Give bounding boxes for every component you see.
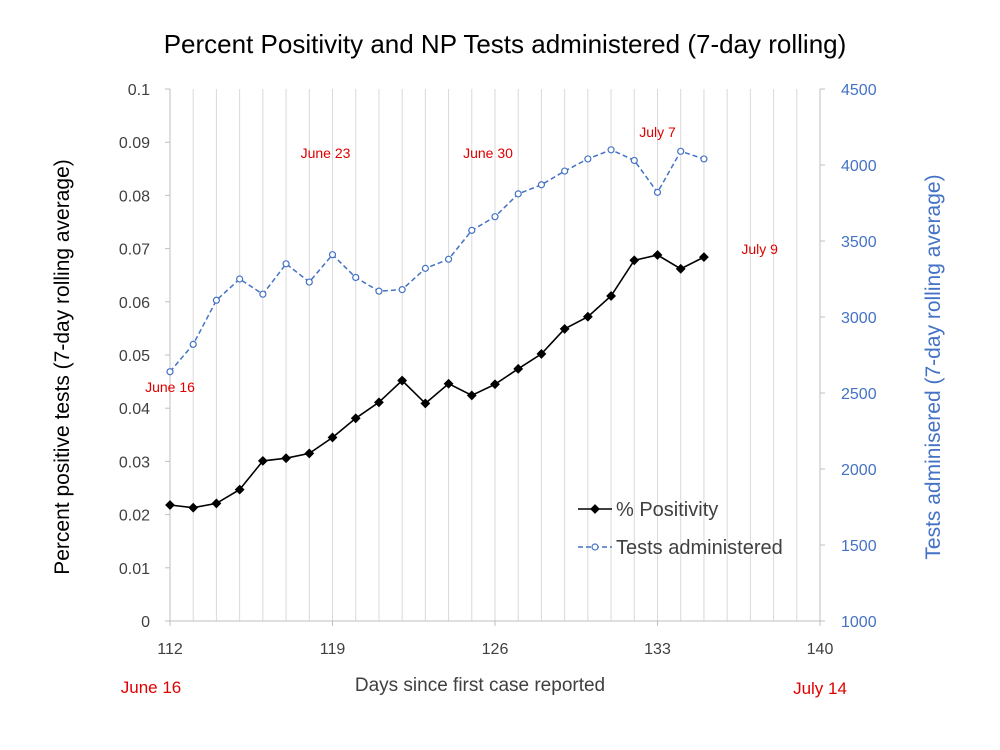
positivity-point (327, 432, 338, 443)
tests-point (328, 251, 337, 259)
tests-point (282, 260, 290, 268)
y-axis-left-title: Percent positive tests (7-day rolling av… (51, 159, 74, 575)
tests-point (212, 296, 221, 304)
positivity-point (629, 255, 640, 266)
positivity-point (582, 311, 593, 322)
positivity-point (374, 397, 384, 408)
positivity-point (536, 349, 547, 359)
date-annotation: July 7 (639, 124, 676, 140)
positivity-point (652, 250, 663, 260)
y-left-tick-label: 0.07 (119, 242, 150, 259)
positivity-point (304, 448, 315, 459)
tests-point (444, 255, 453, 263)
tests-point (375, 287, 383, 295)
positivity-point (443, 378, 454, 389)
tests-point (514, 190, 522, 198)
tests-point (561, 167, 569, 175)
y-left-tick-label: 0.03 (119, 454, 150, 471)
x-tick-label: 126 (482, 641, 509, 658)
positivity-point (513, 363, 524, 374)
x-axis-end-date-label: July 14 (793, 679, 847, 698)
date-annotation: June 16 (145, 379, 195, 395)
legend-tests-marker (591, 543, 599, 551)
positivity-point (350, 413, 361, 424)
tests-point (259, 290, 267, 298)
tests-point (189, 340, 197, 348)
y-right-tick-label: 2500 (841, 386, 877, 403)
tests-point (166, 368, 174, 376)
y-left-tick-label: 0.04 (119, 401, 150, 418)
x-axis-title: Days since first case reported (355, 675, 605, 696)
positivity-point (281, 453, 291, 464)
tests-point (236, 275, 244, 283)
tests-point (607, 146, 615, 154)
y-left-tick-label: 0 (141, 614, 150, 631)
positivity-point (188, 502, 199, 513)
grid-layer (192, 89, 798, 621)
series-layer (165, 146, 709, 513)
x-axis-start-date-label: June 16 (121, 678, 182, 697)
tests-point (305, 278, 313, 286)
tests-point (491, 213, 499, 221)
y-axis-right-title: Tests adminisered (7-day rolling average… (922, 174, 945, 559)
positivity-point (234, 484, 245, 495)
y-right-tick-label: 1500 (841, 538, 877, 555)
tests-point (630, 156, 638, 165)
positivity-point (699, 252, 709, 263)
y-right-tick-label: 4000 (841, 158, 877, 175)
positivity-point (466, 390, 477, 401)
tests-point (537, 181, 546, 189)
legend-tests-label: Tests administered (616, 537, 783, 559)
legend-positivity-marker (590, 504, 600, 514)
y-left-tick-label: 0.06 (119, 295, 150, 312)
legend-positivity-label: % Positivity (616, 499, 718, 521)
positivity-point (257, 455, 268, 466)
positivity-point (397, 375, 408, 386)
y-right-tick-label: 3000 (841, 310, 877, 327)
tests-point (352, 273, 360, 282)
y-left-tick-label: 0.09 (119, 135, 150, 152)
positivity-point (420, 398, 431, 409)
y-left-tick-label: 0.1 (128, 82, 150, 99)
y-right-tick-label: 4500 (841, 82, 877, 99)
tests-point (468, 226, 476, 234)
tests-point (398, 286, 406, 294)
positivity-point (211, 498, 222, 509)
y-right-tick-label: 3500 (841, 234, 877, 251)
date-annotation: July 9 (741, 241, 778, 257)
tests-series-line (169, 148, 705, 373)
tests-point (677, 147, 685, 155)
x-tick-label: 112 (157, 641, 183, 658)
tests-point (584, 155, 592, 163)
x-tick-label: 140 (807, 641, 834, 658)
y-left-tick-label: 0.05 (119, 348, 150, 365)
positivity-point (490, 379, 500, 390)
tests-point (653, 188, 662, 196)
date-annotation: June 23 (301, 145, 351, 161)
tests-point (700, 155, 708, 163)
y-left-tick-label: 0.08 (119, 188, 150, 205)
y-left-tick-label: 0.02 (119, 508, 150, 525)
positivity-point (675, 263, 686, 274)
annotation-layer: June 16 June 23 June 30 July 7 July 9 (145, 124, 778, 395)
positivity-point (606, 291, 616, 301)
y-right-tick-label: 1000 (841, 614, 877, 631)
positivity-point (165, 500, 175, 510)
x-tick-label: 119 (320, 641, 346, 658)
date-annotation: June 30 (463, 145, 513, 161)
x-tick-label: 133 (644, 641, 671, 658)
axes-layer: 112 119 126 133 140 0 0.01 0.02 0.03 0.04 0.05 0.06… (119, 82, 877, 658)
positivity-series-line (169, 254, 705, 509)
legend: % Positivity Tests administered (578, 499, 783, 559)
y-left-tick-label: 0.01 (119, 561, 150, 578)
y-right-tick-label: 2000 (841, 462, 877, 479)
positivity-point (559, 324, 570, 334)
chart-title: Percent Positivity and NP Tests administ… (164, 29, 847, 59)
tests-point (421, 264, 429, 272)
